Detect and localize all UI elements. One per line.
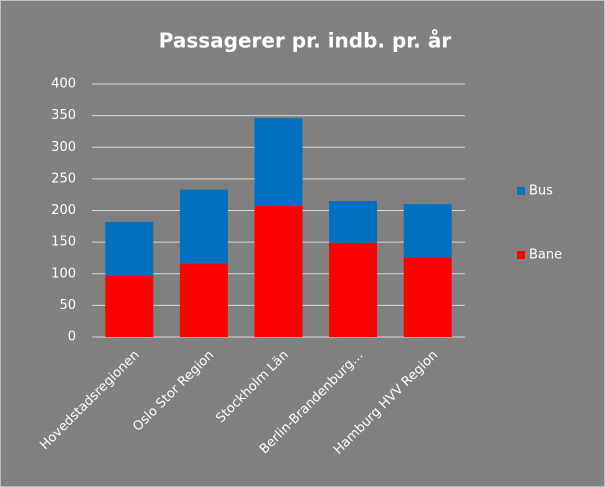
y-tick-label: 0 <box>68 330 76 345</box>
bar-segment <box>179 189 228 264</box>
bar-segment <box>254 118 303 207</box>
y-tick-label: 200 <box>51 203 76 218</box>
y-tick-label: 100 <box>51 266 76 281</box>
legend-label: Bane <box>529 248 562 263</box>
bar-segment <box>105 221 154 276</box>
y-tick-label: 250 <box>51 171 76 186</box>
bar-segment <box>179 263 228 337</box>
bar-segment <box>403 257 452 337</box>
chart-title: Passagerer pr. indb. pr. år <box>159 29 452 53</box>
y-tick-label: 150 <box>51 235 76 250</box>
bar-segment <box>329 201 378 243</box>
y-tick-label: 50 <box>59 298 76 313</box>
legend-swatch <box>517 251 525 259</box>
y-tick-label: 400 <box>51 77 76 92</box>
legend-swatch <box>517 187 525 195</box>
legend-label: Bus <box>529 184 553 199</box>
bar-segment <box>329 242 378 337</box>
y-tick-label: 300 <box>51 140 76 155</box>
bar-segment <box>403 204 452 258</box>
bar-segment <box>105 275 154 337</box>
bar-segment <box>254 206 303 337</box>
y-tick-label: 350 <box>51 108 76 123</box>
